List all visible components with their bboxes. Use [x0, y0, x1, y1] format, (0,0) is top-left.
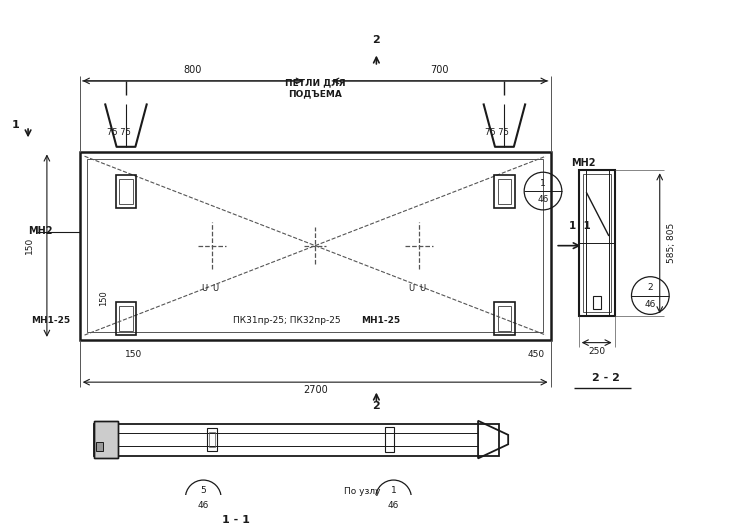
Bar: [209, 432, 215, 447]
Text: МН2: МН2: [28, 225, 53, 235]
Text: 585; 805: 585; 805: [667, 223, 676, 264]
Text: МН1-25: МН1-25: [31, 316, 70, 325]
Text: 2 - 2: 2 - 2: [592, 373, 620, 383]
Text: 1: 1: [391, 486, 396, 495]
Text: 46: 46: [538, 195, 549, 204]
Text: По узлу: По узлу: [344, 487, 381, 496]
Bar: [87, 159, 543, 332]
Text: 250: 250: [588, 347, 605, 356]
Text: 1 - 1: 1 - 1: [221, 515, 249, 523]
Bar: [498, 306, 511, 332]
Text: 700: 700: [431, 65, 450, 75]
Bar: [96, 442, 103, 451]
Text: 150: 150: [26, 237, 35, 254]
Bar: [116, 302, 136, 335]
Text: U: U: [212, 283, 218, 292]
Bar: [494, 302, 515, 335]
Text: 1: 1: [12, 120, 20, 130]
Text: U: U: [201, 283, 207, 292]
Text: 800: 800: [184, 65, 202, 75]
Bar: [94, 420, 117, 458]
Text: 5: 5: [200, 486, 206, 495]
Bar: [593, 295, 602, 309]
Text: ПЕТЛИ ДЛЯ
ПОДЪЕМА: ПЕТЛИ ДЛЯ ПОДЪЕМА: [285, 79, 346, 98]
Text: U: U: [408, 283, 414, 292]
Bar: [116, 175, 136, 208]
Text: 150: 150: [99, 290, 108, 306]
Text: 46: 46: [197, 502, 209, 510]
Bar: [583, 174, 611, 313]
Bar: [386, 427, 394, 452]
Text: 46: 46: [645, 300, 656, 309]
Text: 2: 2: [373, 401, 380, 411]
Bar: [207, 428, 217, 451]
Text: 1  1: 1 1: [569, 221, 591, 231]
Text: 2: 2: [648, 283, 653, 292]
Bar: [94, 424, 498, 456]
Text: 46: 46: [388, 502, 399, 510]
Text: 75 75: 75 75: [485, 128, 509, 137]
Text: МН1-25: МН1-25: [361, 316, 401, 325]
Text: 2700: 2700: [303, 385, 328, 395]
Bar: [120, 306, 133, 332]
Bar: [120, 179, 133, 204]
Text: 1: 1: [540, 179, 546, 188]
Text: МН2: МН2: [572, 158, 596, 168]
Bar: [498, 179, 511, 204]
Bar: [80, 152, 550, 340]
Text: 2: 2: [373, 35, 380, 46]
Bar: [579, 170, 614, 316]
Bar: [94, 420, 117, 458]
Text: ПК31пр-25; ПК32пр-25: ПК31пр-25; ПК32пр-25: [233, 316, 341, 325]
Text: U: U: [419, 283, 425, 292]
Text: 150: 150: [125, 350, 142, 359]
Bar: [494, 175, 515, 208]
Text: 450: 450: [528, 350, 545, 359]
Text: 75 75: 75 75: [106, 128, 130, 137]
